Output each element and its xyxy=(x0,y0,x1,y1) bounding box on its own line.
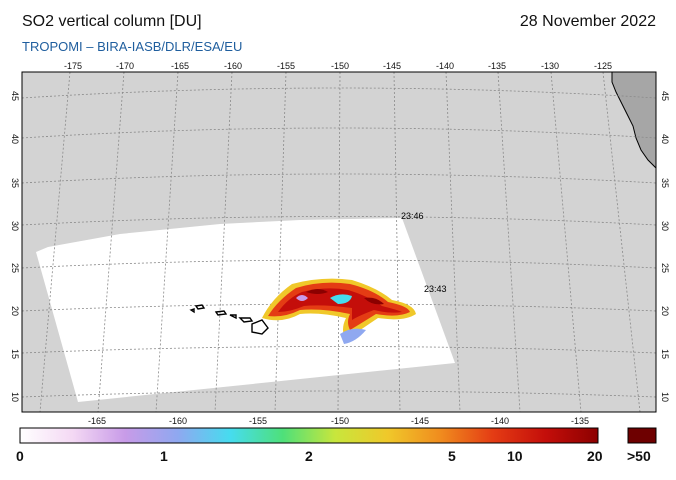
colorbar-label: 10 xyxy=(507,448,523,464)
colorbar-label: 0 xyxy=(16,448,24,464)
map-date: 28 November 2022 xyxy=(519,13,656,30)
bottom-lon-label: -165 xyxy=(88,416,106,426)
top-lon-label: -140 xyxy=(436,61,454,71)
colorbar-label: 1 xyxy=(160,448,168,464)
colorbar-label: 5 xyxy=(448,448,456,464)
right-lat-label: 40 xyxy=(660,134,670,144)
graticule xyxy=(22,72,656,412)
left-lat-label: 20 xyxy=(10,306,20,316)
bottom-lon-label: -135 xyxy=(571,416,589,426)
right-lat-label: 30 xyxy=(660,221,670,231)
left-lat-label: 25 xyxy=(10,263,20,273)
data-credit: TROPOMI – BIRA-IASB/DLR/ESA/EU xyxy=(22,39,243,54)
map-title: SO2 vertical column [DU] xyxy=(22,13,202,30)
top-lon-label: -150 xyxy=(331,61,349,71)
bottom-lon-label: -155 xyxy=(249,416,267,426)
map-frame xyxy=(21,71,657,413)
top-lon-label: -175 xyxy=(64,61,82,71)
colorbar-overflow xyxy=(627,427,657,444)
colorbar-label: 2 xyxy=(305,448,313,464)
top-lon-label: -145 xyxy=(383,61,401,71)
top-lon-label: -135 xyxy=(488,61,506,71)
right-lat-label: 35 xyxy=(660,178,670,188)
right-lat-label: 15 xyxy=(660,349,670,359)
left-lat-label: 30 xyxy=(10,221,20,231)
left-lat-label: 15 xyxy=(10,349,20,359)
overpass-time-label: 23:46 xyxy=(401,211,424,221)
bottom-lon-label: -150 xyxy=(331,416,349,426)
right-lat-label: 25 xyxy=(660,263,670,273)
colorbar-label: >50 xyxy=(627,448,651,464)
colorbar-label: 20 xyxy=(587,448,603,464)
top-lon-label: -130 xyxy=(541,61,559,71)
overpass-time-label: 23:43 xyxy=(424,284,447,294)
top-lon-label: -125 xyxy=(594,61,612,71)
top-lon-label: -160 xyxy=(224,61,242,71)
so2-plume xyxy=(262,278,416,344)
colorbar-scale xyxy=(19,427,599,444)
right-lat-label: 20 xyxy=(660,306,670,316)
right-lat-label: 10 xyxy=(660,392,670,402)
bottom-lon-label: -145 xyxy=(411,416,429,426)
top-lon-label: -155 xyxy=(277,61,295,71)
top-lon-label: -170 xyxy=(116,61,134,71)
right-lat-label: 45 xyxy=(660,91,670,101)
bottom-lon-label: -160 xyxy=(169,416,187,426)
bottom-lon-label: -140 xyxy=(491,416,509,426)
top-lon-label: -165 xyxy=(171,61,189,71)
satellite-swath xyxy=(36,218,455,402)
left-lat-label: 35 xyxy=(10,178,20,188)
left-lat-label: 40 xyxy=(10,134,20,144)
left-lat-label: 10 xyxy=(10,392,20,402)
hawaiian-islands xyxy=(189,304,269,335)
left-lat-label: 45 xyxy=(10,91,20,101)
